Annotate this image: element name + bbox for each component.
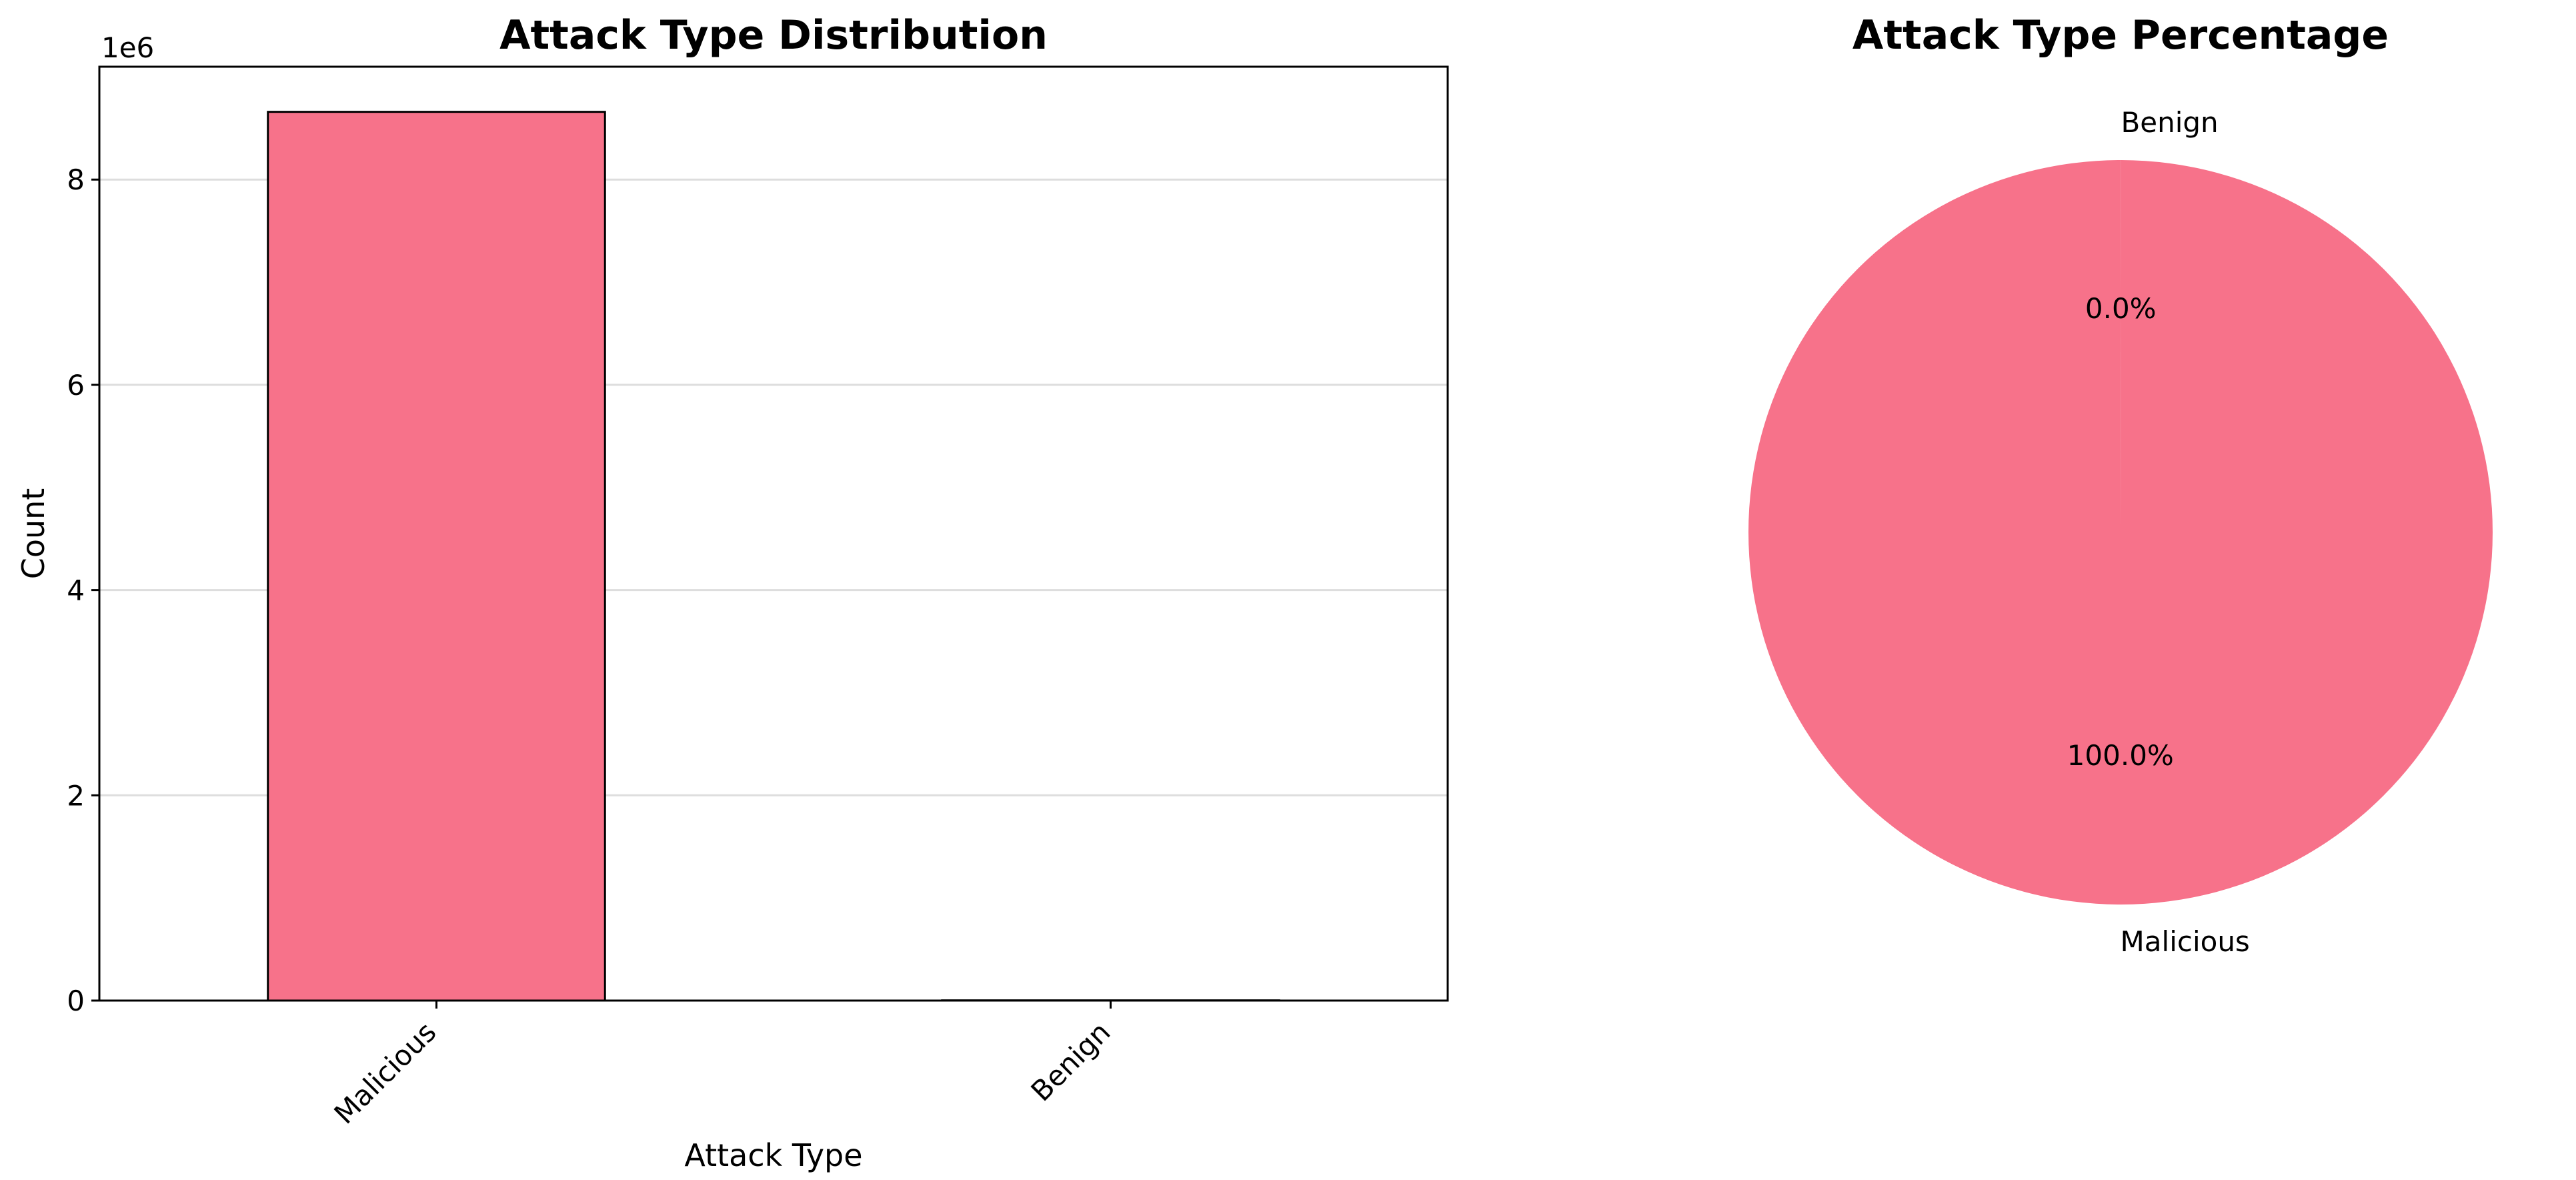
pie-chart-panel: Attack Type Percentage Malicious 100.0% Be… (1748, 12, 2493, 958)
bar-plot-frame (98, 65, 1449, 1002)
pie-labels: Malicious 100.0% Benign 0.0% (2067, 106, 2250, 958)
x-axis-label: Attack Type (684, 1137, 862, 1173)
pie-chart-title: Attack Type Percentage (1852, 12, 2389, 59)
bar-bars (267, 111, 1280, 1002)
pie-label: Malicious (2121, 925, 2250, 958)
pie-label: Benign (2121, 106, 2218, 139)
pie-percent-label: 0.0% (2085, 292, 2157, 325)
y-tick-label: 0 (67, 985, 85, 1017)
x-tick-label: Malicious (328, 1015, 443, 1130)
y-tick-label: 8 (67, 163, 85, 196)
pie-slices (1748, 160, 2493, 905)
y-tick-label: 4 (67, 574, 85, 607)
x-tick-label: Benign (1025, 1015, 1117, 1107)
y-tick-label: 2 (67, 779, 85, 812)
y-offset-text: 1e6 (101, 31, 154, 64)
y-axis-label: Count (15, 488, 51, 580)
bar-chart-title: Attack Type Distribution (499, 12, 1048, 59)
pie-percent-label: 100.0% (2067, 739, 2174, 772)
pie-slice-malicious (1748, 160, 2493, 905)
x-axis-ticks: Malicious Benign (328, 1001, 1117, 1130)
bar-chart-panel: Attack Type Distribution 0 2 4 6 8 Malicious… (15, 12, 1449, 1173)
bar-malicious (267, 111, 606, 1002)
y-axis-ticks: 0 2 4 6 8 (67, 163, 99, 1017)
y-tick-label: 6 (67, 369, 85, 402)
